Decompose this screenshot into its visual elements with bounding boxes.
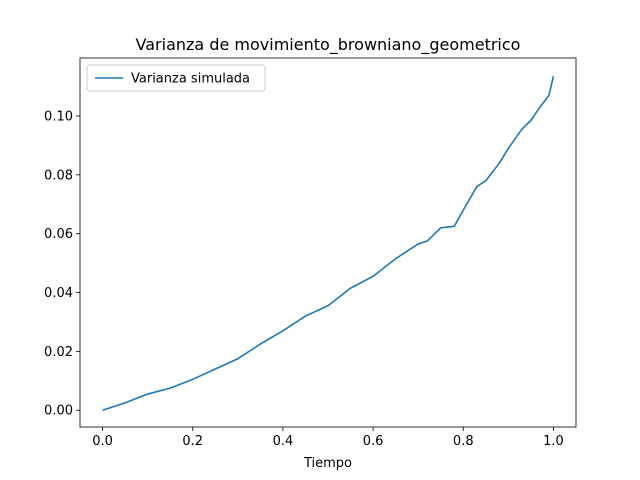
y-tick-label: 0.10 bbox=[44, 109, 73, 124]
x-tick-label: 0.4 bbox=[273, 434, 294, 449]
x-tick-label: 0.8 bbox=[453, 434, 474, 449]
legend-box bbox=[86, 64, 266, 92]
x-tick-label: 0.0 bbox=[92, 434, 113, 449]
y-tick-label: 0.08 bbox=[44, 168, 73, 183]
x-tick-label: 1.0 bbox=[543, 434, 564, 449]
y-axis-ticks: 0.00 0.02 0.04 0.06 0.08 0.10 bbox=[44, 109, 80, 419]
x-axis-label: Tiempo bbox=[303, 456, 352, 471]
y-tick-label: 0.02 bbox=[44, 345, 73, 360]
y-tick-label: 0.00 bbox=[44, 404, 73, 419]
x-tick-label: 0.6 bbox=[363, 434, 384, 449]
legend-label: Varianza simulada bbox=[131, 72, 250, 87]
series-layer bbox=[102, 76, 555, 411]
legend: Varianza simulada bbox=[86, 64, 266, 92]
y-tick-label: 0.06 bbox=[44, 227, 73, 242]
x-axis-ticks: 0.0 0.2 0.4 0.6 0.8 1.0 bbox=[92, 427, 564, 449]
chart-title: Varianza de movimiento_browniano_geometr… bbox=[136, 35, 521, 55]
series-line bbox=[102, 76, 555, 411]
plot-frame bbox=[79, 57, 577, 428]
y-tick-label: 0.04 bbox=[44, 286, 73, 301]
x-tick-label: 0.2 bbox=[182, 434, 203, 449]
